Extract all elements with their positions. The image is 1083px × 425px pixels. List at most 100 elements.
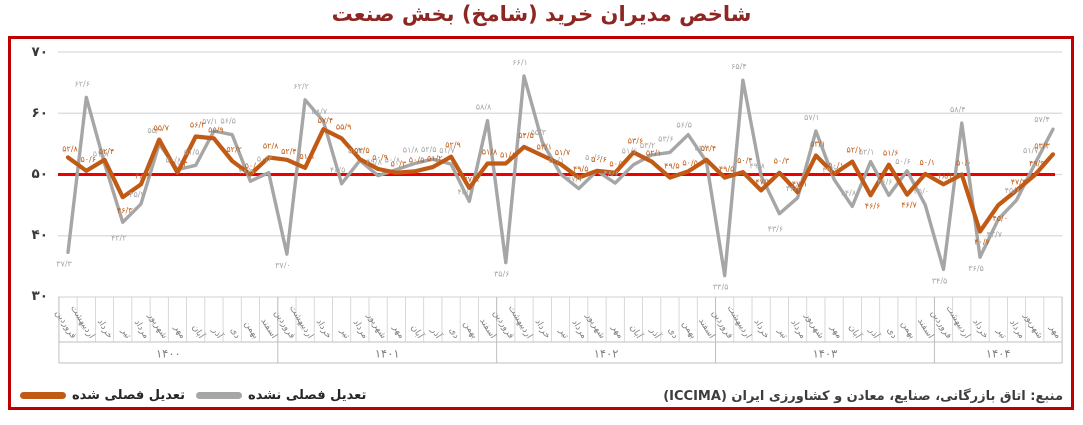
data-label-adjusted: ۴۷/۴ [755,177,771,186]
month-label: مهر [171,323,187,341]
data-label-adjusted: ۵۰/۶ [80,155,96,164]
data-label-unadjusted: ۴۶/۶ [877,177,893,186]
data-label-adjusted: ۵۳/۳ [1034,141,1050,150]
y-axis-tick-40: ۴۰ [31,227,48,243]
data-label-unadjusted: ۵۸/۴ [950,105,966,114]
month-label: مرداد [351,318,370,341]
y-axis-tick-50: ۵۰ [31,166,48,182]
data-label-adjusted: ۵۲/۸ [62,144,78,153]
data-label-adjusted: ۵۱/۲ [427,154,443,163]
data-label-adjusted: ۴۹/۹ [1029,159,1045,168]
data-label-adjusted: ۵۲/۱ [646,149,662,158]
data-label-unadjusted: ۵۷/۱ [804,113,820,122]
data-label-unadjusted: ۵۳/۲ [640,141,656,150]
data-label-unadjusted: ۶۶/۱ [512,58,528,67]
series-line-adjusted [65,127,1056,234]
month-label: اسفند [915,317,935,341]
month-label: تیر [994,326,1009,341]
data-label-adjusted: ۵۲/۴ [99,147,115,156]
data-label-adjusted: ۴۸/۴ [135,171,151,180]
adjusted-series-swatch [20,392,66,399]
data-label-unadjusted: ۴۸/۹ [239,167,255,176]
data-label-unadjusted: ۵۰/۶ [585,153,601,162]
data-label-unadjusted: ۵۷/۴ [1034,115,1050,124]
data-label-adjusted: ۵۰/۵ [682,158,698,167]
month-label: تیر [337,326,352,341]
data-label-adjusted: ۴۹/۵ [719,165,735,174]
data-label-adjusted: ۵۷/۴ [318,116,334,125]
data-label-adjusted: ۴۶/۳ [117,206,133,215]
month-label: خرداد [533,317,553,340]
data-label-unadjusted: ۴۹/۲ [822,165,838,174]
month-label: بهمن [461,319,479,340]
month-label: دی [447,326,461,341]
data-label-adjusted: ۵۰/۴ [737,156,753,165]
data-label-unadjusted: ۵۲/۱ [695,144,711,153]
month-label: اسفند [477,317,497,341]
data-label-unadjusted: ۵۵/۰ [147,126,163,135]
data-label-unadjusted: ۶۲/۲ [293,82,309,91]
month-label: مهر [1047,323,1063,341]
data-label-unadjusted: ۵۰/۸ [385,156,401,165]
data-label-unadjusted: ۵۷/۱ [202,117,218,126]
data-label-adjusted: ۴۹/۵ [573,165,589,174]
data-label-unadjusted: ۴۴/۸ [841,188,857,197]
data-label-unadjusted: ۳۷/۰ [275,261,291,270]
data-label-unadjusted: ۵۶/۵ [220,117,236,126]
data-label-unadjusted: ۵۲/۵ [421,145,437,154]
month-label: بهمن [680,319,698,340]
data-label-adjusted: ۵۰/۳ [609,160,625,169]
data-label-adjusted: ۴۰/۷ [974,237,990,246]
data-label-adjusted: ۵۰/۳ [774,157,790,166]
data-label-unadjusted: ۴۵/۲ [129,190,145,199]
data-label-unadjusted: ۴۲/۷ [986,230,1002,239]
data-label-adjusted: ۵۰/۱ [920,158,936,167]
data-label-unadjusted: ۴۹/۸ [749,162,765,171]
data-label-unadjusted: ۴۸/۶ [603,169,619,178]
data-label-adjusted: ۴۸/۴ [938,171,954,180]
data-label-adjusted: ۵۳/۶ [628,136,644,145]
month-label: بهمن [242,319,260,340]
data-label-unadjusted: ۴۵/۰ [914,187,930,196]
data-label-adjusted: ۴۹/۵ [664,162,680,171]
data-label-adjusted: ۵۰/۳ [391,160,407,169]
data-label-adjusted: ۵۳/۱ [536,143,552,152]
year-label: ۱۴۰۳ [813,347,838,361]
data-label-unadjusted: ۵۱/۷ [439,146,455,155]
data-label-adjusted: ۵۲/۲ [226,145,242,154]
month-label: خرداد [970,317,990,340]
data-label-adjusted: ۵۶/۲ [190,121,206,130]
data-label-adjusted: ۵۰/۹ [372,153,388,162]
data-label-unadjusted: ۵۰/۱ [549,156,565,165]
data-label-adjusted: ۴۶/۷ [901,201,917,210]
data-label-adjusted: ۵۲/۸ [263,141,279,150]
data-label-unadjusted: ۵۶/۵ [676,121,692,130]
unadjusted-series-swatch [196,392,243,399]
legend-label-adjusted: تعدیل فصلی شده [72,388,186,403]
month-label: مهر [828,323,844,341]
data-label-adjusted: ۴۷/۴ [1011,177,1027,186]
month-label: دی [666,326,680,341]
data-label-unadjusted: ۵۲/۱ [859,148,875,157]
data-label-adjusted: ۵۰/۳ [172,160,188,169]
month-label: خرداد [751,317,771,340]
data-label-adjusted: ۴۶/۶ [865,201,881,210]
legend-label-unadjusted: تعدیل فصلی نشده [248,388,367,403]
data-label-unadjusted: ۴۶/۲ [786,184,802,193]
data-label-unadjusted: ۴۳/۶ [768,225,784,234]
data-label-adjusted: ۵۳/۱ [810,140,826,149]
data-label-unadjusted: ۵۸/۷ [312,107,328,116]
data-label-adjusted: ۵۰/۰ [245,162,261,171]
chart-legend: تعدیل فصلی شده تعدیل فصلی نشده [20,388,366,403]
data-label-unadjusted: ۴۵/۶ [458,187,474,196]
month-label: مرداد [569,318,588,341]
data-label-adjusted: ۴۵/۰ [992,214,1008,223]
month-label: مهر [390,323,406,341]
month-label: خرداد [95,317,115,340]
data-label-adjusted: ۵۰/۰ [956,159,972,168]
legend-item-unadjusted: تعدیل فصلی نشده [196,388,366,403]
data-label-unadjusted: ۳۴/۵ [932,276,948,285]
year-label: ۱۴۰۴ [986,347,1011,361]
month-label: اسفند [696,317,716,341]
data-label-unadjusted: ۳۶/۵ [968,264,984,273]
